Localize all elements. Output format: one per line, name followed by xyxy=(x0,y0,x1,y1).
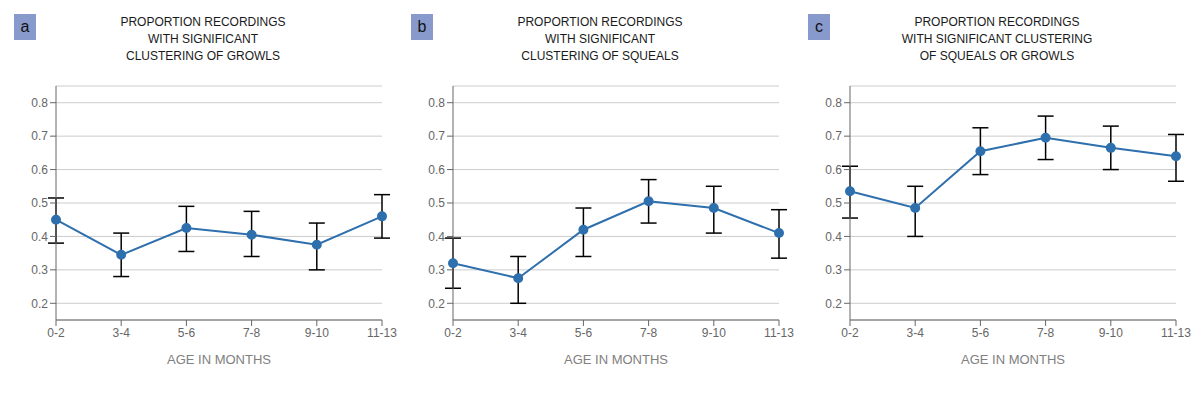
html-text:PROPORTION RECORDINGS: PROPORTION RECORDINGS xyxy=(517,15,683,29)
html-text:PROPORTION RECORDINGS: PROPORTION RECORDINGS xyxy=(120,15,286,29)
svg-text:3-4: 3-4 xyxy=(113,326,131,340)
svg-text:AGE IN MONTHS: AGE IN MONTHS xyxy=(961,352,1065,367)
html-text:CLUSTERING OF SQUEALS: CLUSTERING OF SQUEALS xyxy=(521,49,679,63)
html-text:CLUSTERING OF GROWLS: CLUSTERING OF GROWLS xyxy=(126,49,280,63)
svg-text:0.7: 0.7 xyxy=(31,129,48,143)
svg-text:7-8: 7-8 xyxy=(640,326,658,340)
svg-text:0.6: 0.6 xyxy=(31,163,48,177)
html-text:WITH SIGNIFICANT: WITH SIGNIFICANT xyxy=(545,32,655,46)
svg-text:0.5: 0.5 xyxy=(428,196,445,210)
html-text:WITH SIGNIFICANT CLUSTERING: WITH SIGNIFICANT CLUSTERING xyxy=(901,32,1093,46)
svg-text:9-10: 9-10 xyxy=(305,326,329,340)
svg-text:7-8: 7-8 xyxy=(1037,326,1055,340)
svg-text:0.6: 0.6 xyxy=(428,163,445,177)
svg-text:9-10: 9-10 xyxy=(702,326,726,340)
svg-text:7-8: 7-8 xyxy=(243,326,261,340)
svg-text:0.5: 0.5 xyxy=(31,196,48,210)
svg-text:0.3: 0.3 xyxy=(825,263,842,277)
svg-text:0.3: 0.3 xyxy=(428,263,445,277)
svg-text:0.8: 0.8 xyxy=(825,96,842,110)
html-text:b: b xyxy=(417,18,427,35)
svg-text:0.3: 0.3 xyxy=(31,263,48,277)
svg-text:0.8: 0.8 xyxy=(31,96,48,110)
svg-text:3-4: 3-4 xyxy=(510,326,528,340)
svg-text:0-2: 0-2 xyxy=(47,326,65,340)
svg-text:0.4: 0.4 xyxy=(31,230,48,244)
svg-text:0-2: 0-2 xyxy=(841,326,859,340)
html-text:WITH SIGNIFICANT: WITH SIGNIFICANT xyxy=(148,32,258,46)
svg-text:0.2: 0.2 xyxy=(428,297,445,311)
svg-text:0.4: 0.4 xyxy=(825,230,842,244)
svg-text:0.7: 0.7 xyxy=(428,129,445,143)
svg-text:11-13: 11-13 xyxy=(764,326,794,340)
svg-text:5-6: 5-6 xyxy=(178,326,196,340)
svg-text:0-2: 0-2 xyxy=(444,326,462,340)
svg-text:9-10: 9-10 xyxy=(1099,326,1123,340)
html-text:PROPORTION RECORDINGS: PROPORTION RECORDINGS xyxy=(914,15,1080,29)
html-text:a: a xyxy=(20,18,30,35)
svg-text:AGE IN MONTHS: AGE IN MONTHS xyxy=(564,352,668,367)
html-text:c: c xyxy=(815,18,823,35)
svg-text:0.2: 0.2 xyxy=(31,297,48,311)
svg-text:0.5: 0.5 xyxy=(825,196,842,210)
svg-text:11-13: 11-13 xyxy=(367,326,397,340)
svg-text:0.8: 0.8 xyxy=(428,96,445,110)
svg-text:0.2: 0.2 xyxy=(825,297,842,311)
svg-text:5-6: 5-6 xyxy=(972,326,990,340)
svg-text:0.7: 0.7 xyxy=(825,129,842,143)
svg-text:0.4: 0.4 xyxy=(428,230,445,244)
svg-text:AGE IN MONTHS: AGE IN MONTHS xyxy=(167,352,271,367)
svg-text:0.6: 0.6 xyxy=(825,163,842,177)
svg-text:3-4: 3-4 xyxy=(907,326,925,340)
svg-text:5-6: 5-6 xyxy=(575,326,593,340)
html-text:OF SQUEALS OR GROWLS: OF SQUEALS OR GROWLS xyxy=(919,49,1075,63)
svg-text:11-13: 11-13 xyxy=(1161,326,1191,340)
